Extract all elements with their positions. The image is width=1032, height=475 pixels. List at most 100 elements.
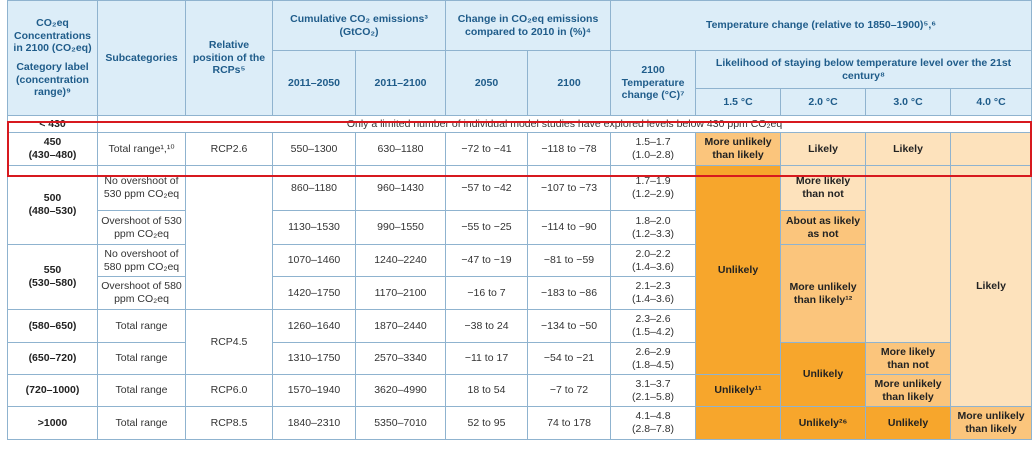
category-cell: 500 (480–530) bbox=[7, 165, 98, 245]
likelihood-cell: Likely bbox=[865, 132, 952, 166]
subcategory-cell: Total range¹,¹⁰ bbox=[97, 132, 186, 166]
value-cell: −183 to −86 bbox=[527, 276, 612, 310]
value-cell: −16 to 7 bbox=[445, 276, 529, 310]
temperature-cell: 3.1–3.7 (2.1–5.8) bbox=[610, 374, 697, 407]
category-label: 550 bbox=[43, 264, 62, 277]
value-cell: 3620–4990 bbox=[354, 374, 447, 407]
emissions-table: CO₂eq Concentrations in 2100 (CO₂eq) Cate… bbox=[7, 0, 1032, 440]
category-cell: (580–650) bbox=[7, 309, 98, 343]
temperature: 1.8–2.0 bbox=[635, 214, 671, 227]
value-cell: 1310–1750 bbox=[272, 342, 356, 375]
header-cell: 2100 Temperature change (°C)⁷ bbox=[610, 50, 697, 116]
value-cell: −55 to −25 bbox=[445, 210, 529, 245]
temperature-range: (1.8–4.5) bbox=[632, 358, 675, 371]
category-label: (580–650) bbox=[28, 319, 77, 332]
category-cell: 550 (530–580) bbox=[7, 244, 98, 310]
temperature: 2.3–2.6 bbox=[635, 313, 671, 326]
subcategory-cell: Total range bbox=[97, 406, 186, 440]
header-cell: 2011–2100 bbox=[354, 50, 447, 116]
temperature: 4.1–4.8 bbox=[635, 410, 671, 423]
value-cell: 550–1300 bbox=[272, 132, 356, 166]
temperature-range: (2.8–7.8) bbox=[632, 423, 675, 435]
temperature: 1.5–1.7 bbox=[635, 136, 671, 149]
category-cell: (650–720) bbox=[7, 342, 98, 375]
header-cell: Likelihood of staying below temperature … bbox=[695, 50, 1032, 89]
temperature-range: (1.5–4.2) bbox=[632, 326, 675, 338]
value-cell: −81 to −59 bbox=[527, 244, 612, 277]
subcategory-cell: Total range bbox=[97, 342, 186, 375]
rcp-cell: RCP6.0 bbox=[185, 374, 273, 407]
likelihood-cell: Unlikely bbox=[780, 342, 867, 407]
subcategory-cell: No overshoot of 580 ppm CO₂eq bbox=[97, 244, 186, 277]
temperature-range: (1.2–2.9) bbox=[632, 188, 675, 200]
value-cell: −38 to 24 bbox=[445, 309, 529, 343]
likelihood-cell: More likely than not bbox=[865, 342, 952, 375]
value-cell: −57 to −42 bbox=[445, 165, 529, 211]
header-cell: Relative position of the RCPs⁵ bbox=[185, 0, 273, 116]
category-cell: (720–1000) bbox=[7, 374, 98, 407]
header-cell: 1.5 °C bbox=[695, 88, 782, 116]
temperature-range: (1.2–3.3) bbox=[632, 227, 675, 240]
temperature: 3.1–3.7 bbox=[635, 377, 671, 390]
value-cell: −11 to 17 bbox=[445, 342, 529, 375]
category-range: (480–530) bbox=[28, 205, 77, 217]
value-cell: 630–1180 bbox=[354, 132, 447, 166]
likelihood-cell bbox=[865, 165, 952, 343]
header-cell: 2.0 °C bbox=[780, 88, 867, 116]
category-label: (720–1000) bbox=[25, 384, 80, 397]
value-cell: 18 to 54 bbox=[445, 374, 529, 407]
value-cell: −114 to −90 bbox=[527, 210, 612, 245]
temperature: 2.6–2.9 bbox=[635, 345, 671, 358]
likelihood-cell bbox=[950, 132, 1032, 166]
likelihood-cell: More unlikely than likely bbox=[865, 374, 952, 407]
value-cell: 1240–2240 bbox=[354, 244, 447, 277]
likelihood-cell: More unlikely than likely bbox=[695, 132, 782, 166]
likelihood-cell: More unlikely than likely¹² bbox=[780, 244, 867, 343]
temperature-cell: 1.8–2.0 (1.2–3.3) bbox=[610, 210, 697, 245]
value-cell: 960–1430 bbox=[354, 165, 447, 211]
value-cell: 1170–2100 bbox=[354, 276, 447, 310]
value-cell: 5350–7010 bbox=[354, 406, 447, 440]
category-cell: < 430 bbox=[7, 115, 98, 133]
likelihood-cell: Likely bbox=[780, 132, 867, 166]
header-cell: 3.0 °C bbox=[865, 88, 952, 116]
header-text: CO₂eq Concentrations in 2100 (CO₂eq) bbox=[13, 17, 92, 55]
subcategory-cell: Total range bbox=[97, 374, 186, 407]
table-body: < 430 Only a limited number of individua… bbox=[7, 115, 1032, 440]
temperature-cell: 1.5–1.7 (1.0–2.8) bbox=[610, 132, 697, 166]
category-cell: >1000 bbox=[7, 406, 98, 440]
temperature-cell: 2.6–2.9 (1.8–4.5) bbox=[610, 342, 697, 375]
value-cell: 74 to 178 bbox=[527, 406, 612, 440]
header-cell: Change in CO₂eq emissions compared to 20… bbox=[445, 0, 612, 51]
value-cell: 1840–2310 bbox=[272, 406, 356, 440]
temperature: 1.7–1.9 bbox=[635, 175, 671, 188]
header-cell: CO₂eq Concentrations in 2100 (CO₂eq) Cate… bbox=[7, 0, 98, 116]
temperature-cell: 2.0–2.2 (1.4–3.6) bbox=[610, 244, 697, 277]
value-cell: 52 to 95 bbox=[445, 406, 529, 440]
header-text: Category label (concentration range)⁹ bbox=[16, 61, 89, 99]
subcategory-cell: Overshoot of 530 ppm CO₂eq bbox=[97, 210, 186, 245]
subcategory-cell: No overshoot of 530 ppm CO₂eq bbox=[97, 165, 186, 211]
value-cell: 860–1180 bbox=[272, 165, 356, 211]
value-cell: −72 to −41 bbox=[445, 132, 529, 166]
header-cell: Temperature change (relative to 1850–190… bbox=[610, 0, 1032, 51]
category-cell: 450 (430–480) bbox=[7, 132, 98, 166]
temperature: 2.0–2.2 bbox=[635, 247, 671, 260]
category-range: (530–580) bbox=[28, 277, 77, 289]
likelihood-cell: About as likely as not bbox=[780, 210, 867, 245]
category-range: (430–480) bbox=[28, 149, 77, 161]
likelihood-cell: Unlikely bbox=[865, 406, 952, 440]
subcategory-cell: Overshoot of 580 ppm CO₂eq bbox=[97, 276, 186, 310]
header-cell: 2050 bbox=[445, 50, 529, 116]
likelihood-cell: Unlikely¹¹ bbox=[695, 374, 782, 407]
value-cell: 1070–1460 bbox=[272, 244, 356, 277]
likelihood-cell bbox=[695, 406, 782, 440]
rcp-cell bbox=[185, 165, 273, 310]
likelihood-cell: Unlikely²⁶ bbox=[780, 406, 867, 440]
table-header: CO₂eq Concentrations in 2100 (CO₂eq) Cate… bbox=[7, 0, 1032, 116]
header-cell: 2011–2050 bbox=[272, 50, 356, 116]
category-label: (650–720) bbox=[28, 352, 77, 365]
rcp-cell: RCP4.5 bbox=[185, 309, 273, 375]
rcp-cell: RCP2.6 bbox=[185, 132, 273, 166]
likelihood-cell: Likely bbox=[950, 165, 1032, 407]
